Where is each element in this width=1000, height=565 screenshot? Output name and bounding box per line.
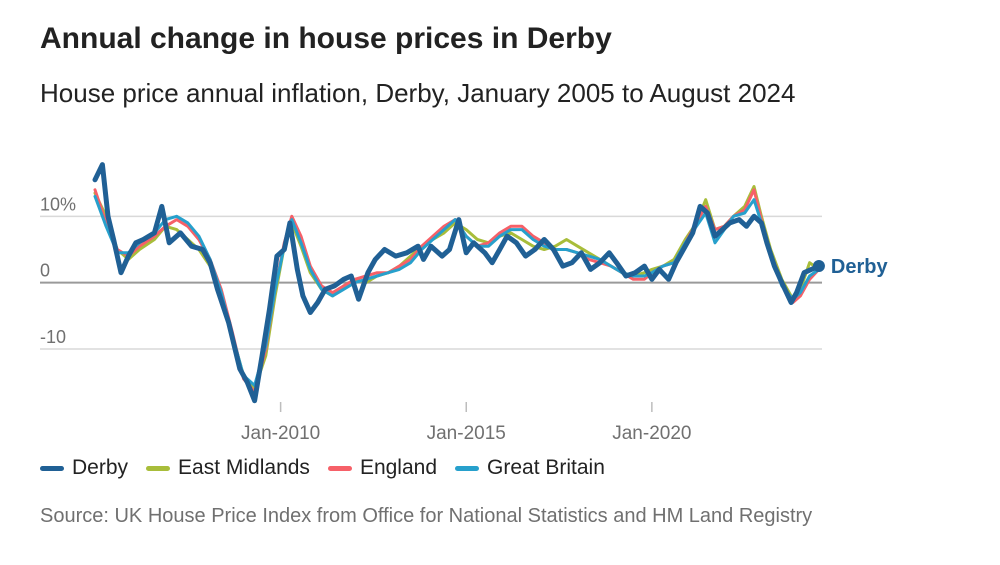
derby-end-point xyxy=(812,260,825,273)
annotations: Derby xyxy=(812,256,889,278)
y-tick-label: 10% xyxy=(40,194,76,214)
x-tick-label: Jan-2020 xyxy=(612,423,691,444)
series-line-derby xyxy=(92,162,822,404)
x-tick-label: Jan-2015 xyxy=(427,423,506,444)
legend-item-great-britain: Great Britain xyxy=(455,456,605,480)
legend-label: England xyxy=(359,456,438,479)
y-axis: 10% 0 -10 xyxy=(40,194,76,347)
y-tick-label: 0 xyxy=(40,261,50,281)
x-axis: Jan-2010 Jan-2015 Jan-2020 xyxy=(241,402,691,444)
chart-title: Annual change in house prices in Derby xyxy=(40,22,612,55)
series-lines xyxy=(92,162,822,404)
legend-label: East Midlands xyxy=(178,456,310,479)
derby-end-label: Derby xyxy=(831,256,889,278)
chart-subtitle: House price annual inflation, Derby, Jan… xyxy=(40,78,796,108)
y-tick-label: -10 xyxy=(40,327,66,347)
legend-label: Derby xyxy=(72,456,129,479)
legend-item-derby: Derby xyxy=(40,456,128,480)
legend: Derby East Midlands England Great Britai… xyxy=(40,456,605,480)
x-tick-label: Jan-2010 xyxy=(241,423,320,444)
legend-swatch-derby xyxy=(40,465,64,471)
legend-label: Great Britain xyxy=(487,456,605,479)
legend-item-east-midlands: East Midlands xyxy=(146,456,310,480)
legend-swatch-england xyxy=(327,465,352,471)
legend-swatch-east-midlands xyxy=(146,465,171,471)
source-note: Source: UK House Price Index from Office… xyxy=(40,505,813,527)
gridlines xyxy=(40,215,822,350)
legend-swatch-great-britain xyxy=(455,465,480,471)
legend-item-england: England xyxy=(327,456,438,480)
